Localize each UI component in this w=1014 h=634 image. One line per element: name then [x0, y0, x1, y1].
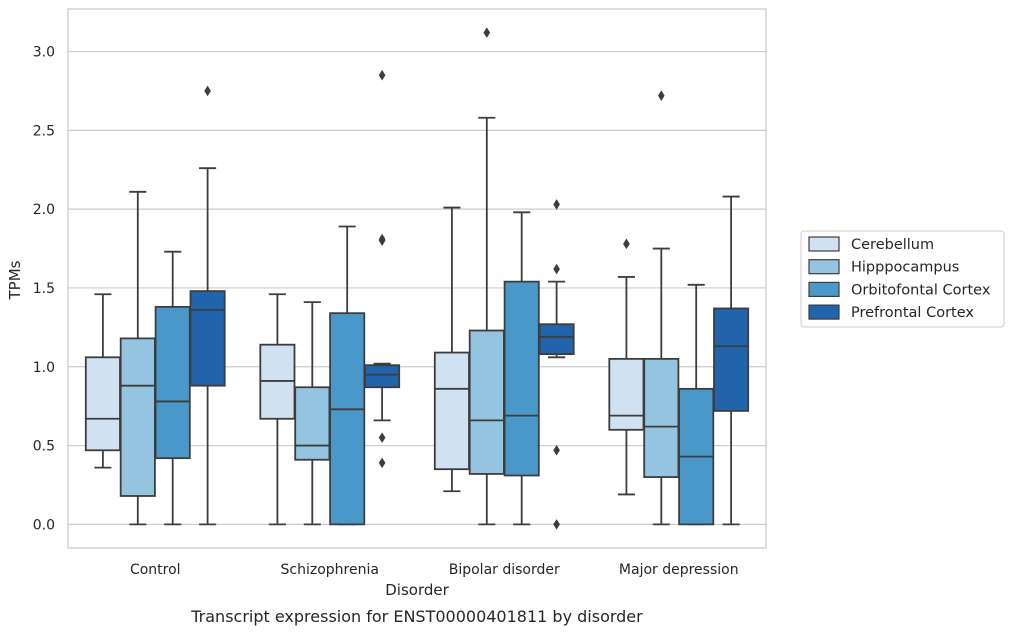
outlier-point	[553, 519, 560, 530]
x-tick-label: Control	[130, 562, 181, 578]
iqr-box	[713, 307, 750, 412]
box-prefrontal-cortex	[538, 199, 575, 530]
box-prefrontal-cortex	[364, 69, 401, 469]
box-cerebellum	[84, 293, 121, 469]
box-cerebellum	[433, 206, 470, 493]
outlier-point	[204, 85, 211, 97]
outlier-point	[553, 263, 560, 275]
y-tick-label: 2.5	[33, 123, 55, 139]
outlier-point	[657, 90, 665, 101]
iqr-box	[294, 386, 331, 461]
iqr-box	[189, 290, 226, 387]
box-orbitofontal-cortex	[678, 283, 715, 526]
y-tick-label: 2.0	[33, 202, 55, 218]
iqr-box	[643, 357, 680, 478]
box-hipppocampus	[468, 27, 505, 526]
outlier-point	[553, 444, 560, 456]
outlier-point	[378, 69, 386, 81]
x-tick-label: Schizophrenia	[281, 562, 379, 578]
legend-swatch	[808, 236, 840, 252]
box-orbitofontal-cortex	[154, 250, 191, 526]
box-cerebellum	[259, 293, 296, 526]
y-tick-label: 0.0	[33, 517, 55, 533]
iqr-box	[84, 356, 121, 452]
outlier-point	[553, 199, 560, 210]
box-orbitofontal-cortex	[329, 225, 366, 526]
box-orbitofontal-cortex	[503, 211, 540, 526]
legend-label: Hipppocampus	[851, 260, 959, 276]
box-prefrontal-cortex	[713, 195, 750, 526]
iqr-box	[364, 364, 401, 389]
box-hipppocampus	[294, 301, 331, 526]
box-hipppocampus	[643, 90, 680, 526]
iqr-box	[608, 357, 645, 431]
legend-label: Prefrontal Cortex	[851, 305, 974, 321]
iqr-box	[154, 305, 191, 460]
y-tick-labels: 0.0 0.5 1.0 1.5 2.0 2.5 3.0	[33, 45, 55, 534]
box-prefrontal-cortex	[189, 85, 226, 526]
iqr-box	[433, 351, 470, 471]
plot-frame	[67, 8, 767, 549]
x-axis-title: Disorder	[385, 581, 449, 599]
outlier-point	[623, 238, 630, 250]
x-tick-label: Major depression	[619, 562, 739, 578]
outlier-point	[378, 457, 386, 469]
iqr-box	[503, 280, 540, 477]
y-tick-label: 0.5	[33, 439, 55, 455]
y-axis-title: TPMs	[6, 260, 24, 300]
chart-caption: Transcript expression for ENST0000040181…	[190, 607, 643, 626]
legend-swatch	[808, 259, 840, 275]
legend-label: Orbitofontal Cortex	[851, 282, 991, 298]
legend-frame	[800, 230, 1005, 328]
outlier-point	[378, 432, 386, 443]
y-tick-label: 3.0	[33, 45, 55, 61]
legend-swatch	[808, 304, 840, 320]
iqr-box	[538, 323, 575, 356]
y-tick-label: 1.5	[33, 281, 55, 297]
box-cerebellum	[608, 238, 645, 496]
x-tick-labels: Control Schizophrenia Bipolar disorder Majo…	[130, 562, 739, 578]
box-hipppocampus	[119, 190, 156, 526]
iqr-box	[119, 337, 156, 497]
x-tick-label: Bipolar disorder	[449, 562, 560, 578]
iqr-box	[468, 329, 505, 475]
legend-label: Cerebellum	[851, 237, 934, 253]
outlier-point	[483, 27, 491, 38]
y-tick-label: 1.0	[33, 360, 55, 376]
outlier-point	[378, 233, 386, 245]
box-plot-marks	[84, 27, 750, 530]
iqr-box	[329, 312, 366, 526]
legend-swatch	[808, 281, 840, 297]
legend: Cerebellum Hipppocampus Orbitofontal Corte…	[800, 230, 1005, 328]
